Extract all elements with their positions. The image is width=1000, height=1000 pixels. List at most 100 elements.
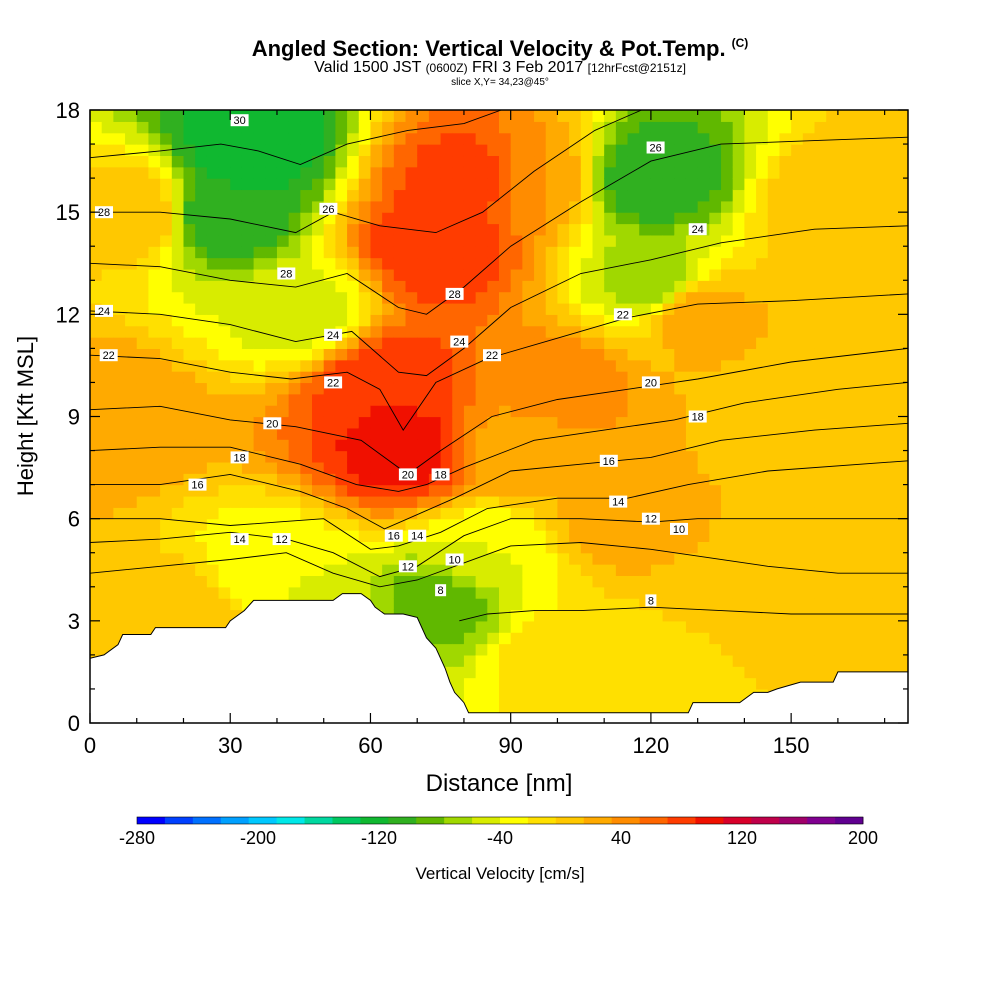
velocity-cell: [756, 575, 769, 588]
velocity-cell: [522, 564, 535, 577]
velocity-cell: [171, 257, 185, 270]
velocity-cell: [160, 314, 173, 327]
velocity-cell: [639, 416, 652, 429]
velocity-cell: [627, 427, 640, 440]
velocity-cell: [557, 348, 570, 361]
velocity-cell: [499, 155, 512, 168]
contour-label: 18: [230, 451, 249, 464]
velocity-cell: [884, 166, 897, 179]
velocity-cell: [405, 155, 418, 168]
velocity-cell: [744, 405, 757, 418]
velocity-cell: [580, 223, 594, 236]
velocity-cell: [849, 189, 862, 202]
colorbar-swatch: [137, 817, 166, 824]
velocity-cell: [580, 314, 594, 327]
velocity-cell: [662, 234, 675, 247]
velocity-cell: [522, 144, 535, 157]
velocity-cell: [499, 609, 512, 622]
velocity-cell: [826, 541, 839, 554]
velocity-cell: [136, 200, 150, 213]
velocity-cell: [90, 461, 103, 474]
velocity-cell: [405, 132, 418, 145]
velocity-cell: [393, 382, 407, 395]
velocity-cell: [452, 405, 465, 418]
velocity-cell: [522, 325, 535, 338]
velocity-cell: [791, 246, 804, 259]
velocity-cell: [171, 416, 185, 429]
velocity-cell: [627, 223, 640, 236]
velocity-cell: [791, 461, 804, 474]
velocity-cell: [382, 507, 395, 520]
velocity-cell: [241, 257, 255, 270]
velocity-cell: [195, 405, 208, 418]
velocity-cell: [347, 575, 360, 588]
velocity-cell: [767, 246, 781, 259]
velocity-cell: [125, 598, 138, 611]
velocity-cell: [709, 541, 722, 554]
velocity-cell: [837, 314, 851, 327]
velocity-cell: [557, 620, 570, 633]
velocity-cell: [183, 620, 196, 633]
velocity-cell: [767, 609, 781, 622]
velocity-cell: [884, 371, 897, 384]
velocity-cell: [113, 246, 126, 259]
velocity-cell: [534, 609, 547, 622]
velocity-cell: [592, 427, 605, 440]
velocity-cell: [288, 200, 301, 213]
velocity-cell: [534, 291, 547, 304]
velocity-cell: [323, 110, 336, 122]
velocity-cell: [826, 337, 839, 349]
velocity-cell: [276, 212, 290, 225]
velocity-cell: [253, 359, 266, 372]
velocity-cell: [884, 575, 897, 588]
velocity-cell: [136, 178, 150, 191]
velocity-cell: [499, 257, 512, 270]
velocity-cell: [650, 280, 664, 293]
contour-label: 10: [445, 553, 464, 567]
velocity-cell: [417, 484, 430, 497]
velocity-cell: [358, 530, 372, 542]
velocity-cell: [791, 564, 804, 577]
velocity-cell: [487, 234, 500, 247]
velocity-cell: [463, 234, 477, 247]
velocity-cell: [709, 325, 722, 338]
contour-label: 8: [435, 584, 447, 597]
velocity-cell: [452, 620, 465, 633]
velocity-cell: [288, 495, 301, 508]
velocity-cell: [685, 473, 699, 486]
velocity-cell: [826, 325, 839, 338]
velocity-cell: [218, 325, 231, 338]
contour-label: 18: [688, 410, 707, 424]
velocity-cell: [347, 450, 360, 463]
velocity-cell: [241, 132, 255, 145]
velocity-cell: [440, 314, 453, 327]
velocity-cell: [428, 484, 442, 497]
velocity-cell: [545, 314, 559, 327]
velocity-cell: [148, 484, 161, 497]
velocity-cell: [639, 189, 652, 202]
velocity-cell: [218, 291, 231, 304]
velocity-cell: [685, 654, 699, 667]
velocity-cell: [136, 166, 150, 179]
velocity-cell: [627, 325, 640, 338]
velocity-cell: [206, 178, 220, 191]
velocity-cell: [534, 359, 547, 372]
velocity-cell: [802, 280, 816, 293]
velocity-cell: [148, 439, 161, 452]
velocity-cell: [744, 484, 757, 497]
velocity-cell: [674, 405, 687, 418]
velocity-cell: [160, 552, 173, 565]
velocity-cell: [826, 530, 839, 542]
velocity-cell: [183, 586, 196, 599]
velocity-cell: [662, 416, 675, 429]
velocity-cell: [101, 371, 114, 384]
velocity-cell: [650, 382, 664, 395]
velocity-cell: [837, 416, 851, 429]
velocity-cell: [639, 473, 652, 486]
velocity-cell: [335, 552, 348, 565]
velocity-cell: [265, 405, 278, 418]
velocity-cell: [604, 144, 617, 157]
velocity-cell: [195, 348, 208, 361]
velocity-cell: [440, 121, 453, 134]
velocity-cell: [650, 484, 664, 497]
